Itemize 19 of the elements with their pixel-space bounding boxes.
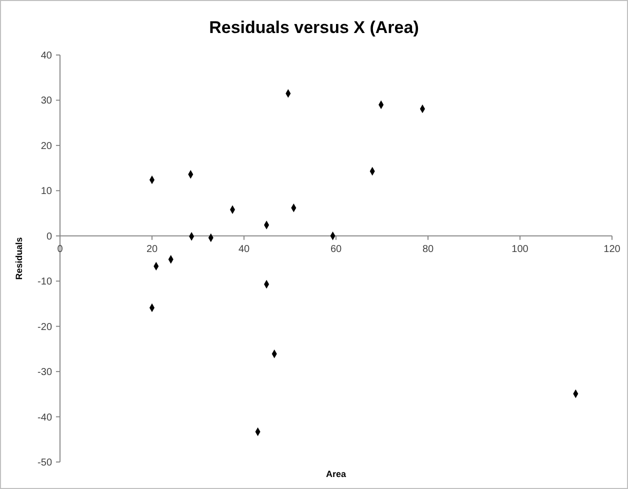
y-tick-label: 40 — [40, 50, 52, 62]
y-tick-label: 20 — [40, 140, 52, 152]
y-tick-label: -40 — [38, 412, 52, 424]
y-tick-label: -30 — [38, 367, 52, 378]
x-axis-title: Area — [326, 469, 347, 479]
x-tick-label: 120 — [604, 244, 621, 255]
y-tick-label: -20 — [38, 322, 52, 333]
y-tick-label: -50 — [38, 458, 52, 468]
x-tick-label: 100 — [512, 244, 529, 255]
y-tick-label: -10 — [38, 276, 52, 288]
x-tick-label: 80 — [422, 244, 434, 255]
y-axis-title: Residuals — [14, 237, 24, 280]
y-tick-label: 30 — [40, 96, 52, 107]
y-tick-label: 0 — [46, 231, 52, 242]
x-tick-label: 40 — [238, 244, 250, 255]
x-tick-label: 20 — [146, 244, 158, 255]
chart-title: Residuals versus X (Area) — [209, 18, 419, 37]
x-tick-label: 60 — [330, 244, 342, 255]
y-tick-label: 10 — [40, 186, 52, 198]
